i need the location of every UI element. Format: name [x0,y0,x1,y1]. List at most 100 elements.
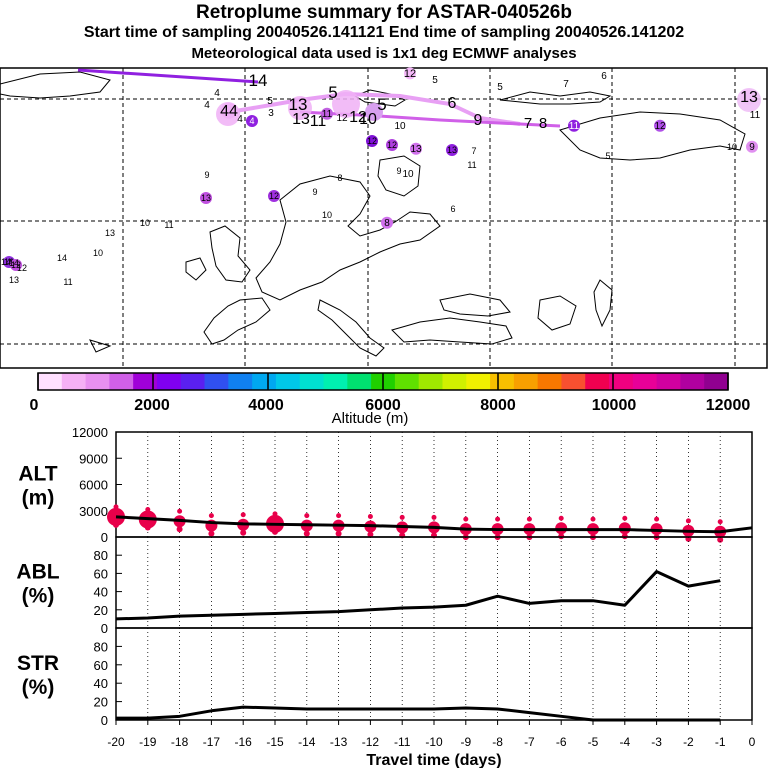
cluster-label: 11 [63,277,72,287]
cluster-marker [200,192,212,205]
cluster-label: 10 [394,121,406,132]
alt-marker-spread [113,504,119,510]
colorbar-swatch [442,373,467,390]
colorbar-swatch [109,373,134,390]
cluster-label: 13 [292,111,310,128]
y-axis-label: (%) [22,676,55,699]
cluster-marker [381,216,393,229]
colorbar-swatch [656,373,681,390]
cluster-label: 11 [569,121,580,132]
cluster-label: 9 [474,112,483,129]
cluster-label: 6 [450,204,455,214]
x-tick-label: -17 [203,735,221,749]
colorbar-swatch [347,373,372,390]
y-tick-label: 6000 [79,478,108,493]
cluster-label: 11 [322,109,333,120]
x-tick-label: -19 [139,735,157,749]
y-tick-label: 20 [94,603,108,618]
x-tick-label: -3 [651,735,662,749]
y-tick-label: 40 [94,585,108,600]
alt-marker-spread [685,518,691,524]
cluster-label: 13 [740,89,758,106]
alt-marker-spread [717,536,724,543]
colorbar-swatch [466,373,491,390]
colorbar-swatch [156,373,182,390]
colorbar: 0 2000 4000 6000 8000 10000 12000 Altitude (m) [30,372,751,427]
colorbar-swatch [609,373,634,390]
x-tick-label: -6 [556,735,567,749]
colorbar-swatch [133,373,158,390]
cluster-marker [746,140,758,153]
cluster-label: 14 [1,257,11,267]
colorbar-swatch [38,373,63,390]
alt-marker-spread [336,513,342,519]
alt-marker-spread [717,519,723,525]
alt-marker-spread [367,514,373,519]
cluster-label: 6 [601,71,607,82]
y-tick-label: 0 [101,621,108,636]
x-tick-label: -12 [362,735,380,749]
cluster-marker [268,190,280,203]
cluster-label: 13 [289,95,308,114]
cluster-label: 10 [322,210,332,220]
y-tick-label: 40 [94,676,108,691]
cluster-label: 10 [359,111,377,128]
cluster-label: 10 [727,142,737,152]
series-line-str [116,705,721,722]
cluster-marker [568,119,580,132]
x-tick-label: -16 [235,735,253,749]
cluster-label: 11 [750,110,761,121]
cluster-label: 13 [410,144,422,155]
cluster-label: 9 [312,187,317,197]
cluster-label: 44 [220,103,238,120]
cluster-marker [366,135,378,148]
alt-marker-spread [431,514,437,520]
alt-marker-spread [240,512,246,518]
x-tick-label: -11 [394,735,411,749]
cluster-label: 14 [9,258,19,268]
cluster-label: 3 [268,108,274,119]
cluster-marker [446,144,458,157]
trajectory-blob [365,103,383,121]
x-tick-label: -5 [588,735,599,749]
cluster-label: 12 [367,136,377,146]
alt-marker-spread [113,521,119,528]
coastlines [0,71,746,357]
cluster-label: 8 [539,115,547,132]
cluster-label: 5 [377,95,386,114]
meteo-note: Meteorological data used is 1x1 deg ECMW… [191,45,577,62]
alt-marker-spread [463,516,469,522]
alt-marker-spread [304,513,310,519]
colorbar-swatch [394,373,420,390]
cluster-label: 5 [267,96,273,107]
colorbar-swatch [228,373,253,390]
x-tick-label: -4 [619,735,630,749]
panel-alt: 0 3000 6000 9000 12000 ALT(m) [18,425,753,545]
colorbar-swatch [180,373,206,390]
colorbar-label: Altitude (m) [332,410,409,427]
alt-marker-spread [526,516,532,522]
x-tick-label: -1 [715,735,726,749]
cluster-label: 12 [404,68,416,80]
colorbar-tick-label: 12000 [706,397,751,414]
colorbar-swatch [252,373,277,390]
colorbar-swatch [418,373,443,390]
alt-marker-spread [495,516,501,522]
colorbar-swatch [204,373,229,390]
colorbar-tick-label: 6000 [365,397,401,414]
cluster-label: 12 [11,260,21,270]
cluster-label: 5 [328,83,337,102]
sampling-time: Start time of sampling 20040526.141121 E… [83,24,685,41]
colorbar-swatch [323,373,348,390]
x-tick-label: -7 [524,735,535,749]
colorbar-swatch [299,373,325,390]
trajectory-blob [288,96,312,120]
alt-marker-spread [335,530,342,537]
x-tick-label: -8 [492,735,503,749]
y-tick-label: 80 [94,548,108,563]
time-series-panels: 030006000900012000ALT(m)020406080ABL(%)0… [16,425,755,768]
y-tick-label: 60 [94,658,108,673]
cluster-label: 11 [467,160,476,170]
